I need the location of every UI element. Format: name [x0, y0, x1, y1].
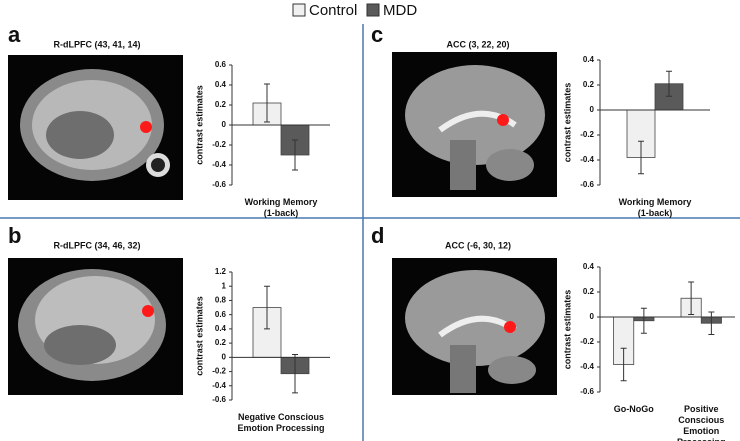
- y-tick-label: -0.2: [212, 367, 226, 376]
- error-bar: [292, 353, 298, 394]
- region-title: R-dLPFC (43, 41, 14): [53, 39, 140, 49]
- error-bar: [620, 347, 627, 382]
- y-tick-label: -0.6: [580, 387, 594, 396]
- error-bar: [708, 311, 715, 335]
- legend-swatch: [292, 3, 306, 17]
- y-tick-label: 0: [222, 352, 227, 361]
- error-bar: [264, 285, 270, 330]
- y-tick-label: 0: [222, 120, 227, 129]
- x-tick-label: Go-NoGo: [614, 404, 654, 414]
- y-tick-label: 1.2: [215, 267, 227, 276]
- y-tick-label: -0.6: [212, 395, 226, 404]
- y-tick-label: 0.4: [215, 80, 227, 89]
- panel-label: d: [371, 223, 384, 248]
- region-title: ACC (3, 22, 20): [446, 39, 509, 49]
- y-tick-label: -0.2: [580, 337, 594, 346]
- y-tick-label: -0.6: [580, 180, 594, 189]
- brain-image: [392, 258, 557, 395]
- y-tick-label: 0.6: [215, 310, 227, 319]
- y-tick-label: 0.4: [215, 324, 227, 333]
- y-tick-label: -0.2: [580, 130, 594, 139]
- y-tick-label: -0.2: [212, 140, 226, 149]
- y-tick-label: -0.4: [580, 362, 594, 371]
- x-tick-label: Working Memory (1-back): [245, 197, 318, 218]
- brain-image: [8, 258, 183, 395]
- y-tick-label: 0.8: [215, 296, 227, 305]
- error-bar: [292, 139, 298, 171]
- y-axis-label: contrast estimates: [562, 83, 572, 163]
- legend-swatch: [366, 3, 380, 17]
- brain-image: [392, 52, 557, 197]
- y-tick-label: 0.2: [215, 338, 227, 347]
- y-axis-label: contrast estimates: [194, 296, 204, 376]
- y-tick-label: -0.6: [212, 180, 226, 189]
- y-tick-label: 0.4: [583, 55, 595, 64]
- error-bar: [638, 140, 644, 175]
- error-bar: [666, 70, 672, 97]
- y-tick-label: -0.4: [212, 381, 226, 390]
- y-tick-label: 0.2: [583, 287, 595, 296]
- y-tick-label: 0.4: [583, 262, 595, 271]
- panel-label: c: [371, 22, 383, 47]
- legend-label: Control: [309, 2, 357, 19]
- y-tick-label: 1: [222, 281, 227, 290]
- error-bar: [688, 281, 695, 315]
- y-axis-label: contrast estimates: [562, 290, 572, 370]
- y-axis-label: contrast estimates: [194, 85, 204, 165]
- x-tick-label: Negative Conscious Emotion Processing: [237, 412, 324, 433]
- error-bar: [640, 307, 647, 334]
- y-tick-label: -0.4: [212, 160, 226, 169]
- y-tick-label: 0: [590, 312, 595, 321]
- brain-image: [8, 55, 183, 200]
- region-title: ACC (-6, 30, 12): [445, 240, 511, 250]
- y-tick-label: -0.4: [580, 155, 594, 164]
- error-bar: [264, 83, 270, 123]
- region-title: R-dLPFC (34, 46, 32): [53, 240, 140, 250]
- y-tick-label: 0.2: [215, 100, 227, 109]
- legend-label: MDD: [383, 2, 417, 19]
- panel-label: b: [8, 223, 21, 248]
- y-tick-label: 0: [590, 105, 595, 114]
- y-tick-label: 0.6: [215, 60, 227, 69]
- panel-label: a: [8, 22, 21, 47]
- x-tick-label: Working Memory (1-back): [619, 197, 692, 218]
- y-tick-label: 0.2: [583, 80, 595, 89]
- x-tick-label: PositiveConsciousEmotionProcessing: [677, 404, 726, 441]
